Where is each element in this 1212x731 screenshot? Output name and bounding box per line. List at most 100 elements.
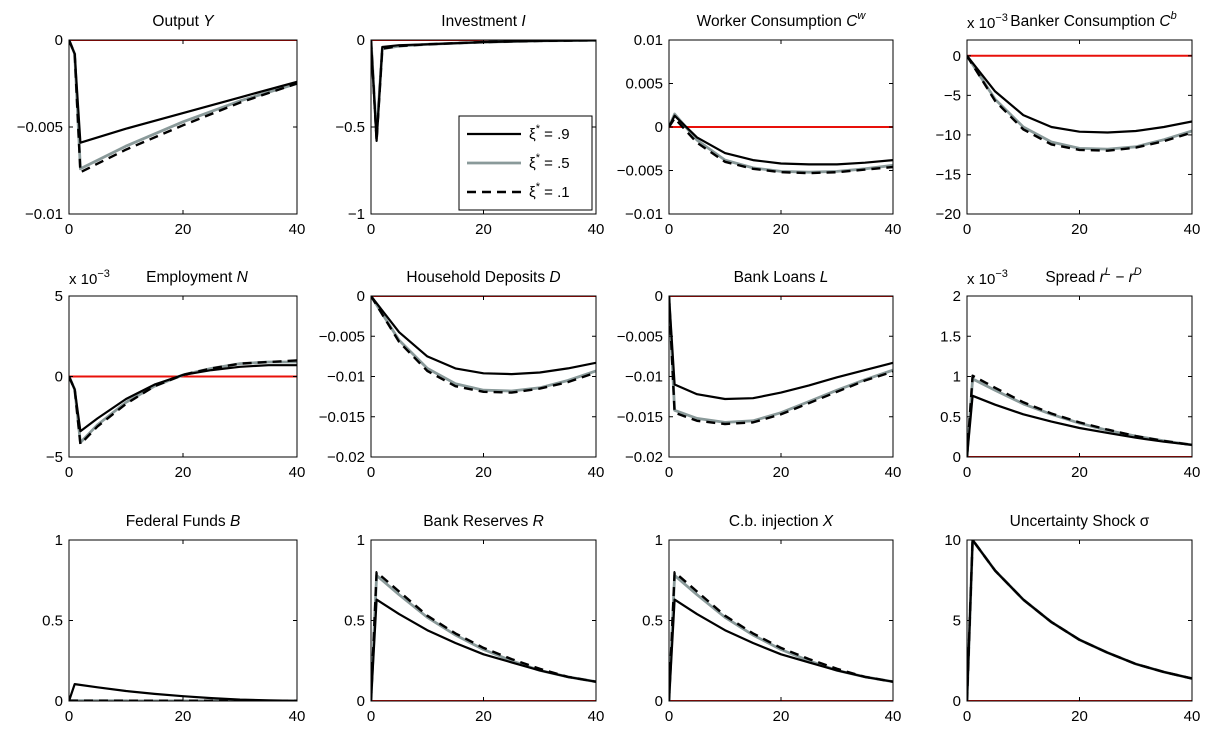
series-group (69, 359, 297, 446)
x-tick-label: 40 (588, 708, 605, 725)
panel-title: Bank Reserves R (423, 513, 544, 530)
x-tick-label: 0 (963, 464, 971, 481)
series-group (371, 40, 596, 143)
y-tick-label: 0 (357, 693, 365, 710)
y-tick-label: 2 (953, 288, 961, 305)
series-line-xi-05 (669, 574, 893, 701)
series-line-xi-09 (371, 296, 596, 376)
x-tick-label: 20 (773, 221, 790, 238)
x-tick-label: 0 (963, 708, 971, 725)
panel-6: 0 20 40 −0.02 −0.015 −0.01 −0.005 0 Household De… (319, 269, 605, 481)
series-line-xi-01 (69, 359, 297, 446)
y-tick-label: −0.015 (617, 409, 663, 426)
axes-frame (966, 539, 1193, 702)
x-tick-label: 20 (1071, 708, 1088, 725)
axis-scale-label: x 10−3 (967, 12, 1008, 32)
x-tick-label: 0 (963, 221, 971, 238)
legend-box (458, 115, 593, 211)
x-tick-label: 40 (289, 708, 306, 725)
series-group (669, 112, 893, 175)
x-tick-label: 0 (665, 464, 673, 481)
series-group (69, 40, 297, 174)
x-tick-label: 40 (1184, 221, 1201, 238)
series-group (967, 54, 1192, 152)
y-tick-label: 1 (953, 369, 961, 386)
y-tick-label: 0.5 (642, 613, 663, 630)
series-line-xi-01 (669, 571, 893, 701)
y-tick-label: −0.005 (617, 328, 663, 345)
series-line-xi-01 (669, 117, 893, 175)
panel-3: 0 20 40 −0.01 −0.005 0 0.005 0.01 Worker Consump… (617, 10, 902, 238)
y-tick-label: 10 (944, 532, 961, 549)
panel-title: Spread rL − rD (1045, 266, 1141, 286)
x-tick-label: 0 (665, 221, 673, 238)
series-line-xi-09 (669, 296, 893, 401)
y-tick-label: 1.5 (940, 328, 961, 345)
series-line-xi-01 (69, 40, 297, 174)
series-line-xi-05 (967, 540, 1192, 701)
y-tick-label: 0 (55, 693, 63, 710)
x-tick-label: 20 (1071, 221, 1088, 238)
x-tick-label: 0 (665, 708, 673, 725)
series-line-xi-09 (967, 394, 1192, 457)
series-line-xi-09 (69, 40, 297, 144)
y-tick-label: 0 (655, 119, 663, 136)
legend-label: ξ* = .5 (529, 152, 570, 172)
y-tick-label: −0.005 (617, 163, 663, 180)
y-tick-label: 0.5 (344, 613, 365, 630)
x-tick-label: 0 (65, 708, 73, 725)
legend-label: ξ* = .1 (529, 181, 570, 201)
y-tick-label: 1 (357, 532, 365, 549)
x-tick-label: 20 (773, 708, 790, 725)
series-line-xi-09 (69, 364, 297, 433)
x-tick-label: 40 (885, 708, 902, 725)
y-tick-label: −0.015 (319, 409, 365, 426)
y-tick-label: 5 (953, 613, 961, 630)
series-group (967, 374, 1192, 457)
y-tick-label: −0.01 (327, 369, 365, 386)
y-tick-label: −0.01 (625, 206, 663, 223)
series-line-xi-05 (371, 574, 596, 701)
x-tick-label: 20 (475, 221, 492, 238)
panel-title: Employment N (146, 269, 248, 286)
panel-8: 0 20 40 0 0.5 1 1.5 2 x 10−3 Spread rL − rD (940, 266, 1200, 481)
panel-title: Investment I (441, 13, 526, 30)
series-group (669, 296, 893, 426)
panel-title: Output Y (152, 13, 215, 30)
series-line-xi-01 (967, 55, 1192, 152)
panel-4: 0 20 40 −20 −15 −10 −5 0 x 10−3 Banker Consumptio… (936, 10, 1201, 238)
series-line-xi-05 (69, 40, 297, 171)
y-tick-label: 0 (953, 449, 961, 466)
panel-title: Worker Consumption Cw (697, 10, 867, 30)
y-tick-label: −0.02 (327, 449, 365, 466)
y-tick-label: −0.01 (625, 369, 663, 386)
series-group (967, 540, 1192, 701)
series-line-xi-01 (967, 540, 1192, 701)
y-tick-label: 1 (655, 532, 663, 549)
legend: ξ* = .9 ξ* = .5 ξ* = .1 (458, 115, 593, 211)
x-tick-label: 40 (1184, 464, 1201, 481)
y-tick-label: 0 (953, 693, 961, 710)
series-group (371, 296, 596, 394)
x-tick-label: 40 (588, 464, 605, 481)
panel-title: C.b. injection X (729, 513, 834, 530)
panel-title: Federal Funds B (126, 513, 241, 530)
y-tick-label: 0.01 (634, 32, 663, 49)
axis-scale-label: x 10−3 (69, 268, 110, 288)
y-tick-label: −10 (936, 127, 961, 144)
series-line-xi-09 (371, 40, 596, 142)
x-tick-label: 0 (65, 464, 73, 481)
x-tick-label: 40 (289, 464, 306, 481)
series-line-xi-09 (967, 55, 1192, 134)
series-line-xi-01 (967, 374, 1192, 457)
y-tick-label: 0.5 (42, 613, 63, 630)
x-tick-label: 20 (175, 708, 192, 725)
y-tick-label: −5 (944, 87, 961, 104)
panel-title: Household Deposits D (406, 269, 560, 286)
y-tick-label: −0.01 (25, 206, 63, 223)
y-tick-label: −20 (936, 206, 961, 223)
axes-frame (966, 295, 1193, 458)
